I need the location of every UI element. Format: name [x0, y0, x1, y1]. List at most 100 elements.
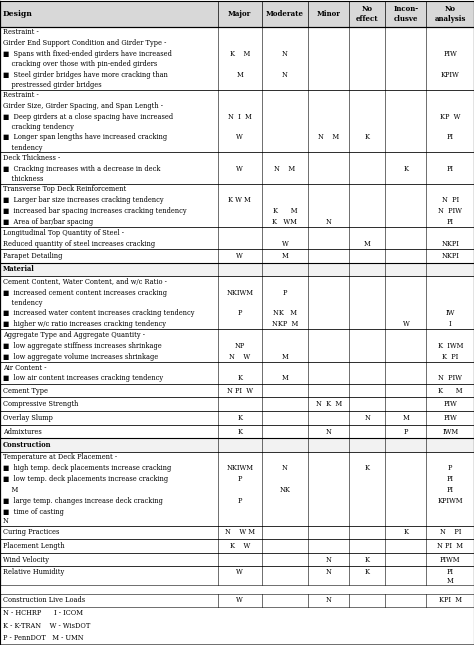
Text: K    M: K M [229, 50, 250, 58]
Text: KP  W: KP W [440, 113, 460, 121]
Text: N PI  W: N PI W [227, 386, 253, 395]
Text: NP: NP [235, 342, 245, 350]
Text: ■  Larger bar size increases cracking tendency: ■ Larger bar size increases cracking ten… [3, 196, 164, 204]
Text: KPIWM: KPIWM [438, 497, 463, 505]
Text: N    PI: N PI [439, 528, 461, 536]
Text: N: N [3, 517, 9, 526]
Text: N PI  M: N PI M [437, 542, 463, 550]
Text: NK   M: NK M [273, 309, 297, 317]
Text: NK: NK [279, 486, 290, 494]
Text: K  PI: K PI [442, 353, 458, 361]
Text: ■  Area of bar/bar spacing: ■ Area of bar/bar spacing [3, 218, 93, 226]
Text: M: M [282, 374, 288, 382]
Text: ■  increased bar spacing increases cracking tendency: ■ increased bar spacing increases cracki… [3, 207, 187, 215]
Text: thickness: thickness [3, 175, 44, 183]
Text: PI: PI [447, 218, 454, 226]
Text: M: M [364, 239, 371, 248]
Text: N: N [365, 414, 370, 422]
Text: ■  Longer span lengths have increased cracking: ■ Longer span lengths have increased cra… [3, 134, 167, 141]
Text: Placement Length: Placement Length [3, 542, 64, 550]
Text: PIW: PIW [443, 50, 457, 58]
Text: P: P [237, 475, 242, 483]
Text: K: K [403, 164, 409, 173]
Text: ■  time of casting: ■ time of casting [3, 508, 64, 516]
Text: K: K [237, 414, 242, 422]
Text: Design: Design [3, 10, 33, 18]
Text: N  PI: N PI [442, 196, 459, 204]
Text: ■  Steel girder bridges have more cracking than: ■ Steel girder bridges have more crackin… [3, 71, 168, 79]
Text: Major: Major [228, 10, 251, 18]
Text: ■  low aggregate stiffness increases shrinkage: ■ low aggregate stiffness increases shri… [3, 342, 162, 350]
Text: ■  high temp. deck placements increase cracking: ■ high temp. deck placements increase cr… [3, 464, 171, 472]
Text: PI: PI [447, 486, 454, 494]
Text: Restraint -: Restraint - [3, 28, 39, 37]
Text: N    M: N M [318, 134, 339, 141]
Text: PI: PI [447, 568, 454, 576]
Text: N  K  M: N K M [316, 401, 342, 408]
Text: Wind Velocity: Wind Velocity [3, 555, 49, 564]
Text: Girder End Support Condition and Girder Type -: Girder End Support Condition and Girder … [3, 39, 166, 47]
Text: W: W [282, 239, 288, 248]
Text: Parapet Detailing: Parapet Detailing [3, 252, 63, 260]
Text: N: N [282, 464, 288, 472]
Text: PIW: PIW [443, 401, 457, 408]
Text: M: M [282, 353, 288, 361]
Text: Compressive Strength: Compressive Strength [3, 401, 78, 408]
Text: Construction Live Loads: Construction Live Loads [3, 597, 85, 604]
Text: ■  large temp. changes increase deck cracking: ■ large temp. changes increase deck crac… [3, 497, 163, 505]
Text: ■  increased water content increases cracking tendency: ■ increased water content increases crac… [3, 309, 194, 317]
Text: NKPI: NKPI [441, 252, 459, 260]
Text: Reduced quantity of steel increases cracking: Reduced quantity of steel increases crac… [3, 239, 155, 248]
Text: KPIW: KPIW [441, 71, 460, 79]
Text: cracking tendency: cracking tendency [3, 123, 74, 131]
Text: Relative Humidity: Relative Humidity [3, 568, 64, 576]
Text: Construction: Construction [3, 441, 52, 449]
Text: PIW: PIW [443, 414, 457, 422]
Text: NKIWM: NKIWM [226, 288, 253, 297]
Text: N    W M: N W M [225, 528, 255, 536]
Text: K: K [365, 134, 370, 141]
Text: ■  Cracking increases with a decrease in deck: ■ Cracking increases with a decrease in … [3, 164, 160, 173]
Bar [0, 439, 474, 452]
Text: N: N [326, 555, 332, 564]
Text: M: M [3, 486, 18, 494]
Text: W: W [402, 320, 409, 328]
Text: IWM: IWM [442, 428, 458, 435]
Text: P: P [237, 309, 242, 317]
Text: Cement Type: Cement Type [3, 386, 48, 395]
Text: W: W [237, 164, 243, 173]
Bar [0, 263, 474, 276]
Text: W: W [237, 597, 243, 604]
Text: N: N [282, 71, 288, 79]
Text: ■  Deep girders at a close spacing have increased: ■ Deep girders at a close spacing have i… [3, 113, 173, 121]
Text: Incon-
clusve: Incon- clusve [393, 5, 419, 23]
Text: K    W: K W [229, 542, 250, 550]
Text: Material: Material [3, 266, 35, 273]
Text: Overlay Slump: Overlay Slump [3, 414, 53, 422]
Text: Curing Practices: Curing Practices [3, 528, 59, 536]
Text: PIWM: PIWM [440, 555, 460, 564]
Text: ■  higher w/c ratio increases cracking tendency: ■ higher w/c ratio increases cracking te… [3, 320, 166, 328]
Text: K: K [237, 428, 242, 435]
Text: K  IWM: K IWM [438, 342, 463, 350]
Text: K      M: K M [273, 207, 297, 215]
Text: P: P [283, 288, 287, 297]
Text: ■  low air content increases cracking tendency: ■ low air content increases cracking ten… [3, 374, 163, 382]
Text: Girder Size, Girder Spacing, and Span Length -: Girder Size, Girder Spacing, and Span Le… [3, 102, 163, 110]
Text: NKPI: NKPI [441, 239, 459, 248]
Text: I: I [449, 320, 452, 328]
Text: N: N [326, 218, 332, 226]
Text: Deck Thickness -: Deck Thickness - [3, 154, 60, 162]
Text: Temperature at Deck Placement -: Temperature at Deck Placement - [3, 453, 117, 461]
Text: N  I  M: N I M [228, 113, 252, 121]
Text: P: P [448, 464, 452, 472]
Text: Moderate: Moderate [266, 10, 304, 18]
Text: NKP  M: NKP M [272, 320, 298, 328]
Text: N    W: N W [229, 353, 250, 361]
Text: Minor: Minor [317, 10, 341, 18]
Text: ■  low temp. deck placements increase cracking: ■ low temp. deck placements increase cra… [3, 475, 168, 483]
Text: No
analysis: No analysis [435, 5, 466, 23]
Text: NKIWM: NKIWM [226, 464, 253, 472]
Text: K: K [403, 528, 409, 536]
Text: P: P [237, 497, 242, 505]
